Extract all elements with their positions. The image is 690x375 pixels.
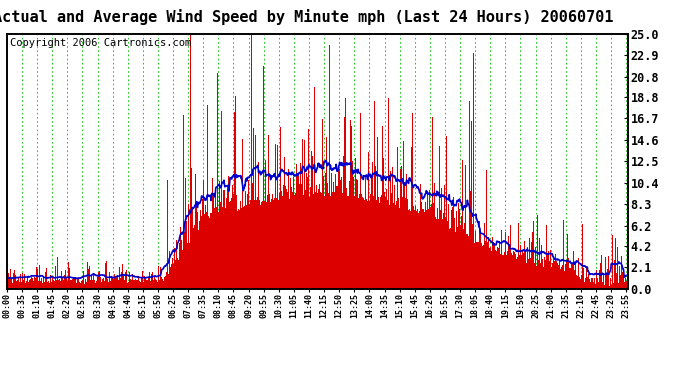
Text: Copyright 2006 Cartronics.com: Copyright 2006 Cartronics.com: [10, 38, 191, 48]
Text: Actual and Average Wind Speed by Minute mph (Last 24 Hours) 20060701: Actual and Average Wind Speed by Minute …: [0, 9, 614, 26]
